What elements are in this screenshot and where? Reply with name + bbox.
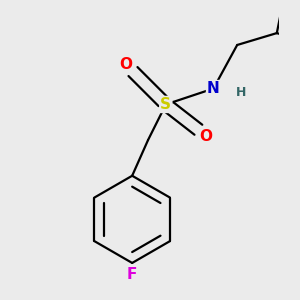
- Text: H: H: [236, 86, 246, 99]
- Text: F: F: [127, 267, 137, 282]
- Text: N: N: [207, 81, 220, 96]
- Text: O: O: [199, 129, 212, 144]
- Text: S: S: [160, 97, 171, 112]
- Text: O: O: [120, 57, 133, 72]
